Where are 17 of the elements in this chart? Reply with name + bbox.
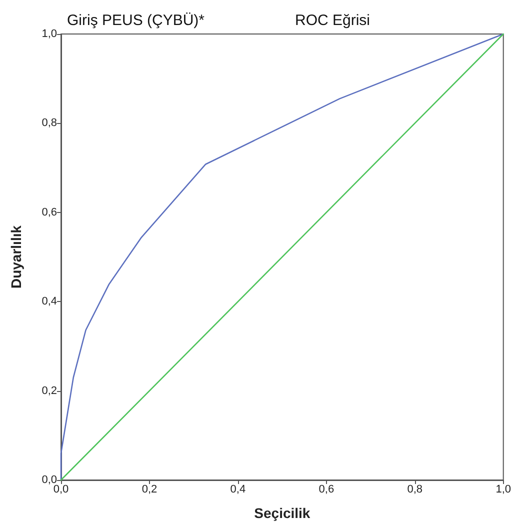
y-tick-label: 0,8 [42, 117, 57, 130]
y-axis-title: Duyarlılık [8, 225, 24, 289]
chart-subtitle: Giriş PEUS (ÇYBÜ)* [67, 12, 205, 29]
y-tick-label: 0,2 [42, 384, 57, 397]
y-tick-label: 0,6 [42, 206, 57, 218]
x-tick-label: 0,4 [230, 484, 246, 496]
x-axis-title: Seçicilik [254, 505, 310, 521]
y-tick-label: 0,0 [42, 474, 57, 486]
line-series [60, 33, 504, 481]
y-tick-label: 1,0 [42, 28, 57, 40]
chart-title: ROC Eğrisi [295, 12, 370, 29]
x-tick-label: 0,2 [142, 484, 158, 496]
x-tick-label: 0,6 [318, 484, 334, 496]
x-tick-label: 0,0 [53, 484, 69, 496]
x-tick-label: 0,8 [407, 484, 423, 496]
x-tick-label: 1,0 [496, 484, 512, 496]
y-tick-label: 0,4 [42, 296, 57, 308]
